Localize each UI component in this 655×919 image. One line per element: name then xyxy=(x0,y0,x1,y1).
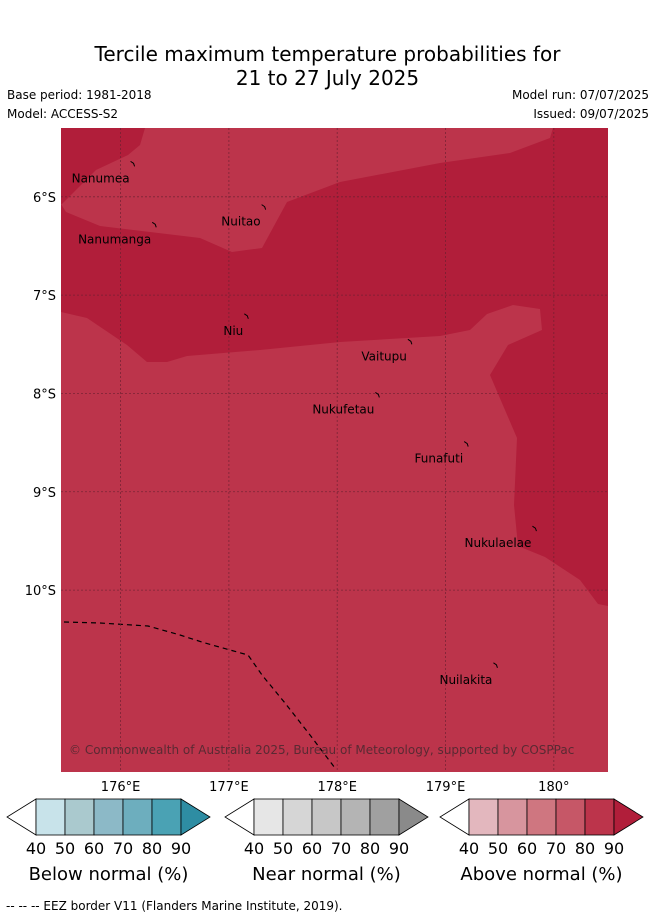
colorbar-swatch xyxy=(340,798,371,836)
colorbar-max-arrow xyxy=(180,798,211,836)
colorbar-swatch xyxy=(468,798,499,836)
eez-border xyxy=(63,621,336,769)
latitude-tick-label: 9°S xyxy=(33,486,56,501)
island-label: Nukufetau xyxy=(312,402,374,416)
island-label: Nukulaelae xyxy=(465,536,532,550)
colorbar-tick-label: 70 xyxy=(546,839,566,858)
colorbar-min-arrow xyxy=(6,798,37,836)
colorbars: 40 50 60 70 80 90 Below normal (%) 40 50 60 70 80 90… xyxy=(6,798,644,885)
colorbar-tick-label: 80 xyxy=(142,839,162,858)
graticule xyxy=(61,128,608,772)
longitude-tick-label: 180° xyxy=(538,780,569,795)
colorbar: 40 50 60 70 80 90 Near normal (%) xyxy=(224,798,429,885)
colorbar-swatch xyxy=(584,798,615,836)
latitude-tick-label: 7°S xyxy=(33,289,56,304)
dark-region-north xyxy=(61,128,145,204)
colorbar-swatch xyxy=(555,798,586,836)
island-labels: Nanumea Nuitao Nanumanga Niu Vaitupu Nukufeta… xyxy=(72,160,537,687)
colorbar: 40 50 60 70 80 90 Below normal (%) xyxy=(6,798,211,885)
latitude-tick-label: 8°S xyxy=(33,387,56,402)
island-marker xyxy=(463,441,469,447)
colorbar-max-arrow xyxy=(613,798,644,836)
island-label: Vaitupu xyxy=(361,349,407,363)
issued-date: Issued: 09/07/2025 xyxy=(533,107,649,121)
island-marker xyxy=(130,160,136,167)
longitude-tick-label: 179°E xyxy=(426,780,466,795)
colorbar-tick-label: 60 xyxy=(84,839,104,858)
map-title-line2: 21 to 27 July 2025 xyxy=(235,66,420,90)
colorbar-swatch xyxy=(282,798,313,836)
eez-footnote: -- -- -- EEZ border V11 (Flanders Marine… xyxy=(6,899,343,913)
island-marker xyxy=(493,662,498,668)
colorbar-tick-label: 80 xyxy=(575,839,595,858)
island-label: Nuitao xyxy=(221,215,260,229)
colorbar-swatch xyxy=(526,798,557,836)
colorbar-swatch xyxy=(311,798,342,836)
colorbar-swatch xyxy=(151,798,182,836)
longitude-tick-label: 178°E xyxy=(317,780,357,795)
colorbar-tick-label: 50 xyxy=(488,839,508,858)
colorbar: 40 50 60 70 80 90 Above normal (%) xyxy=(439,798,644,885)
longitude-tick-label: 176°E xyxy=(101,780,141,795)
colorbar-max-arrow xyxy=(398,798,429,836)
colorbar-tick-label: 80 xyxy=(360,839,380,858)
colorbar-swatch xyxy=(64,798,95,836)
colorbar-label: Near normal (%) xyxy=(252,864,401,885)
island-label: Niu xyxy=(223,324,243,338)
colorbar-tick-label: 40 xyxy=(244,839,264,858)
colorbar-swatch xyxy=(497,798,528,836)
colorbar-tick-label: 50 xyxy=(55,839,75,858)
colorbar-label: Below normal (%) xyxy=(29,864,189,885)
colorbar-min-arrow xyxy=(224,798,255,836)
colorbar-tick-label: 90 xyxy=(389,839,409,858)
latitude-tick-label: 6°S xyxy=(33,191,56,206)
island-marker xyxy=(261,204,267,210)
colorbar-tick-label: 40 xyxy=(459,839,479,858)
latitude-labels: 6°S 7°S 8°S 9°S 10°S xyxy=(25,191,56,599)
copyright-notice: © Commonwealth of Australia 2025, Bureau… xyxy=(69,743,574,757)
island-marker xyxy=(375,392,380,398)
model-run: Model run: 07/07/2025 xyxy=(511,88,649,102)
colorbar-tick-label: 60 xyxy=(302,839,322,858)
colorbar-tick-label: 90 xyxy=(171,839,191,858)
longitude-tick-label: 177°E xyxy=(209,780,249,795)
colorbar-tick-label: 40 xyxy=(26,839,46,858)
island-marker xyxy=(407,338,413,345)
colorbar-label: Above normal (%) xyxy=(460,864,622,885)
colorbar-tick-label: 70 xyxy=(113,839,133,858)
colorbar-swatch xyxy=(369,798,400,836)
colorbar-swatch xyxy=(35,798,66,836)
island-label: Funafuti xyxy=(415,452,464,466)
model-name: Model: ACCESS-S2 xyxy=(7,107,119,121)
colorbar-tick-label: 70 xyxy=(331,839,351,858)
colorbar-tick-label: 50 xyxy=(273,839,293,858)
island-marker xyxy=(151,221,157,228)
map-figure: 6°S 7°S 8°S 9°S 10°S 176°E 177°E 178°E 179°E 180… xyxy=(6,128,644,885)
colorbar-min-arrow xyxy=(439,798,470,836)
colorbar-swatch xyxy=(122,798,153,836)
island-label: Nanumanga xyxy=(78,232,151,246)
longitude-labels: 176°E 177°E 178°E 179°E 180° xyxy=(101,780,570,795)
base-period: Base period: 1981-2018 xyxy=(7,88,152,102)
colorbar-tick-label: 90 xyxy=(604,839,624,858)
colorbar-swatch xyxy=(253,798,284,836)
map-title-line1: Tercile maximum temperature probabilitie… xyxy=(94,42,561,66)
latitude-tick-label: 10°S xyxy=(25,584,56,599)
island-marker xyxy=(532,525,537,532)
island-label: Nuilakita xyxy=(439,673,492,687)
colorbar-tick-label: 60 xyxy=(517,839,537,858)
colorbar-swatch xyxy=(93,798,124,836)
island-label: Nanumea xyxy=(72,171,130,185)
island-marker xyxy=(244,313,249,319)
dark-region-band xyxy=(61,128,608,606)
